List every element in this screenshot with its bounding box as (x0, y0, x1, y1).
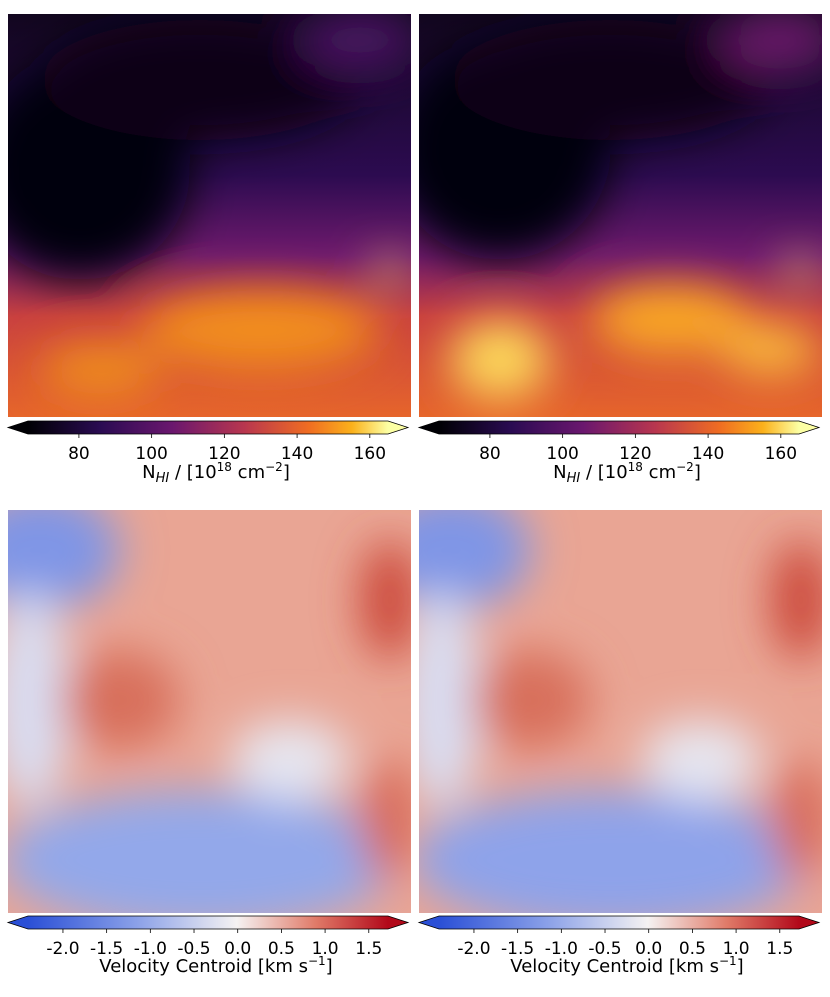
label-part: ] (326, 956, 333, 977)
label-part: ] (694, 462, 701, 483)
colorbar-outline (6, 420, 410, 435)
image-panel (419, 510, 822, 913)
image-texture (419, 14, 822, 400)
tick-label: 0.0 (224, 939, 251, 959)
label-part: cm (232, 462, 265, 483)
tick-label: -2.0 (46, 939, 79, 959)
colorbar-extend (799, 916, 819, 929)
tick-label: 80 (479, 444, 501, 464)
tick-label: -1.5 (501, 939, 534, 959)
image-panel (419, 14, 822, 417)
colorbar-extend (388, 421, 408, 434)
image-texture (8, 510, 411, 913)
colorbar (439, 916, 799, 929)
label-part: N (142, 462, 155, 483)
tick-label: 1.0 (312, 939, 339, 959)
tick-label: 1.5 (766, 939, 793, 959)
tick-label: -2.0 (457, 939, 490, 959)
colorbar-outline (417, 915, 821, 930)
label-part: / [10 (169, 462, 216, 483)
tick-label: -1.0 (545, 939, 578, 959)
tick-label: 1.5 (355, 939, 382, 959)
colorbar (439, 421, 799, 434)
tick-label: -1.5 (90, 939, 123, 959)
label-part: N (553, 462, 566, 483)
label-sup: −2 (265, 460, 283, 474)
label-part: Velocity Centroid [km s (99, 956, 308, 977)
label-part: ] (283, 462, 290, 483)
colorbar-extend (419, 421, 439, 434)
tick-label: -0.5 (588, 939, 621, 959)
colorbar-label: Velocity Centroid [km s−1] (510, 954, 743, 977)
colorbar (28, 916, 388, 929)
tick-label: 160 (765, 444, 797, 464)
colorbar-extend (799, 421, 819, 434)
tick-label: 0.5 (679, 939, 706, 959)
colorbar-label: NHI / [1018 cm−2] (142, 460, 290, 486)
colorbar-label: NHI / [1018 cm−2] (553, 460, 701, 486)
colorbar-extend (8, 421, 28, 434)
colorbar-label: Velocity Centroid [km s−1] (99, 954, 332, 977)
label-sub: HI (567, 471, 581, 486)
tick-label: 140 (692, 444, 724, 464)
tick-label: 100 (135, 444, 167, 464)
label-sup: −2 (676, 460, 694, 474)
colorbar-outline (417, 420, 821, 435)
image-texture (419, 510, 822, 913)
label-sup: −1 (719, 954, 737, 968)
label-sup: 18 (628, 460, 643, 474)
tick-label: 120 (208, 444, 240, 464)
colorbar (28, 421, 388, 434)
image-panel (8, 14, 411, 417)
tick-label: 80 (68, 444, 90, 464)
colorbar-extend (388, 916, 408, 929)
colorbar-extend (8, 916, 28, 929)
label-part: / [10 (580, 462, 627, 483)
tick-label: 160 (354, 444, 386, 464)
label-sub: HI (156, 471, 170, 486)
image-texture (8, 14, 411, 395)
tick-label: -1.0 (134, 939, 167, 959)
tick-label: 1.0 (723, 939, 750, 959)
tick-label: -0.5 (177, 939, 210, 959)
label-sup: 18 (217, 460, 232, 474)
label-part: ] (737, 956, 744, 977)
tick-label: 100 (546, 444, 578, 464)
colorbar-extend (419, 916, 439, 929)
tick-label: 120 (619, 444, 651, 464)
tick-label: 0.5 (268, 939, 295, 959)
tick-label: 140 (281, 444, 313, 464)
label-part: cm (643, 462, 676, 483)
image-panel (8, 510, 411, 913)
tick-label: 0.0 (635, 939, 662, 959)
label-sup: −1 (308, 954, 326, 968)
label-part: Velocity Centroid [km s (510, 956, 719, 977)
colorbar-outline (6, 915, 410, 930)
